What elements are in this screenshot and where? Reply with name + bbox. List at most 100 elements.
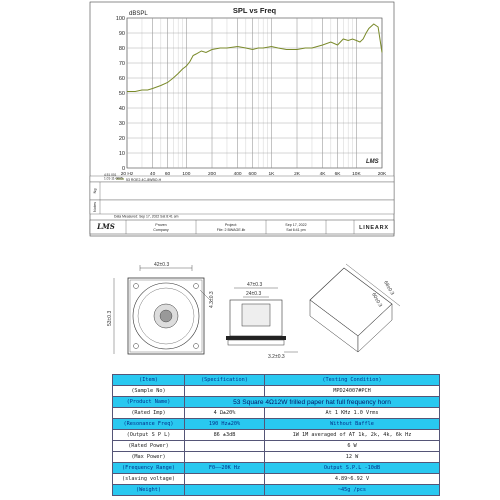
spec-row-condition: 6 W bbox=[264, 440, 440, 452]
y-tick-label: 0 bbox=[122, 166, 125, 172]
measured-date-text: Data Measured: Sep 17, 2022 Sat 8:41 am bbox=[114, 215, 179, 219]
spec-row-key: (Frequency Range) bbox=[112, 462, 185, 474]
spec-table-row: (Rated Imp) 4 Ω±20% At 1 KHz 1.0 Vrms bbox=[112, 407, 440, 419]
side-view-drawing: 47±0.3 24±0.3 3.2±0.3 bbox=[226, 282, 298, 360]
y-axis-label: dBSPL bbox=[129, 11, 148, 17]
spec-table-row: (Weight) ~45g /pcs bbox=[112, 484, 440, 496]
spec-row-condition: 1W 1M averaged of AT 1k, 2k, 4k, 6k Hz bbox=[264, 429, 440, 441]
x-tick-label: 200 bbox=[208, 171, 216, 177]
spec-table-row: (Output S P L) 86 ±3dB 1W 1M averaged of A… bbox=[112, 429, 440, 441]
angled-view-drawing: 68±0.3 60±0.3 bbox=[309, 263, 401, 353]
spec-row-value: 190 Hz±20% bbox=[184, 418, 265, 430]
y-tick-label: 90 bbox=[119, 31, 125, 37]
spec-row-value bbox=[184, 473, 265, 485]
x-tick-label: 4K bbox=[320, 171, 327, 177]
spec-row-key: (Rated Power) bbox=[112, 440, 185, 452]
spl-measurement-sheet: 0 10 20 30 40 50 60 70 80 90 100 20 Hz 40 60 100 200 400… bbox=[86, 0, 396, 240]
x-tick-label: 2K bbox=[294, 171, 301, 177]
spec-row-condition: 12 W bbox=[264, 451, 440, 463]
front-width-label: 42±0.3 bbox=[154, 262, 169, 268]
spec-row-condition: ~45g /pcs bbox=[264, 484, 440, 496]
spec-row-key: (slaving voltage) bbox=[112, 473, 185, 485]
front-hole-label: 4.3±0.3 bbox=[209, 291, 215, 308]
spec-table-row: (Product Name) 53 Square 4Ω12W frilled pa… bbox=[112, 396, 440, 408]
spec-row-condition: Output S.P.L -10dB bbox=[264, 462, 440, 474]
chart-title: SPL vs Freq bbox=[233, 6, 277, 15]
spec-row-key: (Output S P L) bbox=[112, 429, 185, 441]
spec-table-row: (Sample No) MPD24007#PCH bbox=[112, 385, 440, 397]
spec-row-key: (Rated Imp) bbox=[112, 407, 185, 419]
ng-row bbox=[89, 181, 395, 201]
spl-series-line bbox=[127, 23, 383, 92]
x-tick-label: 6K bbox=[335, 171, 342, 177]
speaker-drawings: 42±0.3 53±0.3 4.3±0.3 47±0.3 24±0.3 3.2±… bbox=[107, 262, 401, 360]
spec-row-value bbox=[184, 484, 265, 496]
y-tick-label: 30 bbox=[119, 121, 125, 127]
notes-row bbox=[89, 199, 395, 215]
footer-brand-logo: LINEARX bbox=[359, 225, 389, 231]
spec-row-value: 53 Square 4Ω12W frilled paper hat full f… bbox=[184, 396, 440, 408]
footer-row bbox=[89, 219, 395, 235]
y-tick-label: 60 bbox=[119, 76, 125, 82]
lms-info-line-2: 1.01-11-0005 bbox=[104, 177, 123, 181]
spec-table-row: (Frequency Range) F0——20K Hz Output S.P.L … bbox=[112, 462, 440, 474]
front-view-drawing: 42±0.3 53±0.3 4.3±0.3 bbox=[107, 262, 215, 355]
spec-table-row: (Max Power) 12 W bbox=[112, 451, 440, 463]
spec-row-condition: MPD24007#PCH bbox=[264, 385, 440, 397]
lms-info-line-1: 4.51.001 bbox=[104, 173, 117, 177]
y-tick-label: 40 bbox=[119, 106, 125, 112]
spec-row-condition: Without Baffle bbox=[264, 418, 440, 430]
spec-header-row: (Item) (Specification) (Testing Condition) bbox=[112, 374, 440, 386]
legend-entry: 53 ROE2-4C-8WBO-H bbox=[126, 178, 162, 182]
spec-table-row: (slaving voltage) 4.89~6.92 V bbox=[112, 473, 440, 485]
y-tick-label: 10 bbox=[119, 151, 125, 157]
y-tick-label: 70 bbox=[119, 61, 125, 67]
spec-row-value bbox=[184, 440, 265, 452]
spec-row-condition: 4.89~6.92 V bbox=[264, 473, 440, 485]
spec-row-value bbox=[184, 385, 265, 397]
footer-date-line-2: Sat 6:41 pm bbox=[286, 228, 305, 232]
spec-row-value: F0——20K Hz bbox=[184, 462, 265, 474]
spl-chart: 0 10 20 30 40 50 60 70 80 90 100 20 Hz 40 60 100 200 400… bbox=[89, 1, 395, 237]
y-tick-label: 80 bbox=[119, 46, 125, 52]
spec-table: (Item) (Specification) (Testing Condition)… bbox=[112, 374, 440, 496]
lms-corner-logo: LMS bbox=[366, 159, 379, 165]
spec-table-row: (Resonance Freq) 190 Hz±20% Without Baffle bbox=[112, 418, 440, 430]
spec-row-value: 86 ±3dB bbox=[184, 429, 265, 441]
x-tick-label: 1K bbox=[268, 171, 275, 177]
spec-table-row: (Rated Power) 6 W bbox=[112, 440, 440, 452]
y-tick-label: 20 bbox=[119, 136, 125, 142]
ng-row-label: Ng bbox=[93, 189, 97, 194]
footer-lms-logo: LMS bbox=[96, 222, 115, 231]
spec-row-key: (Product Name) bbox=[112, 396, 185, 408]
footer-file-label: File: 2 BWAGE.lib bbox=[217, 228, 246, 232]
side-depth-label: 3.2±0.3 bbox=[268, 354, 285, 360]
x-tick-label: 20 Hz bbox=[121, 171, 134, 177]
x-tick-label: 60 bbox=[165, 171, 171, 177]
y-tick-label: 100 bbox=[116, 16, 125, 22]
x-tick-label: 600 bbox=[249, 171, 257, 177]
x-tick-label: 400 bbox=[234, 171, 242, 177]
side-inner-label: 24±0.3 bbox=[246, 291, 261, 297]
footer-company-label: Company bbox=[153, 228, 169, 232]
spec-row-condition: At 1 KHz 1.0 Vrms bbox=[264, 407, 440, 419]
notes-row-label: Notes bbox=[93, 202, 97, 212]
y-tick-label: 50 bbox=[119, 91, 125, 97]
spec-row-value bbox=[184, 451, 265, 463]
side-width-label: 47±0.3 bbox=[247, 282, 262, 288]
spec-row-key: (Resonance Freq) bbox=[112, 418, 185, 430]
spec-row-key: (Sample No) bbox=[112, 385, 185, 397]
x-tick-label: 100 bbox=[182, 171, 190, 177]
spec-header-condition: (Testing Condition) bbox=[264, 374, 440, 386]
spec-row-value: 4 Ω±20% bbox=[184, 407, 265, 419]
spec-header-item: (Item) bbox=[112, 374, 185, 386]
x-tick-label: 20K bbox=[378, 171, 387, 177]
spec-row-key: (Max Power) bbox=[112, 451, 185, 463]
footer-proven-label: Proven bbox=[155, 223, 166, 227]
x-tick-label: 10K bbox=[352, 171, 361, 177]
spec-header-specification: (Specification) bbox=[184, 374, 265, 386]
spec-row-key: (Weight) bbox=[112, 484, 185, 496]
x-tick-label: 40 bbox=[150, 171, 156, 177]
footer-project-label: Project: bbox=[225, 223, 237, 227]
